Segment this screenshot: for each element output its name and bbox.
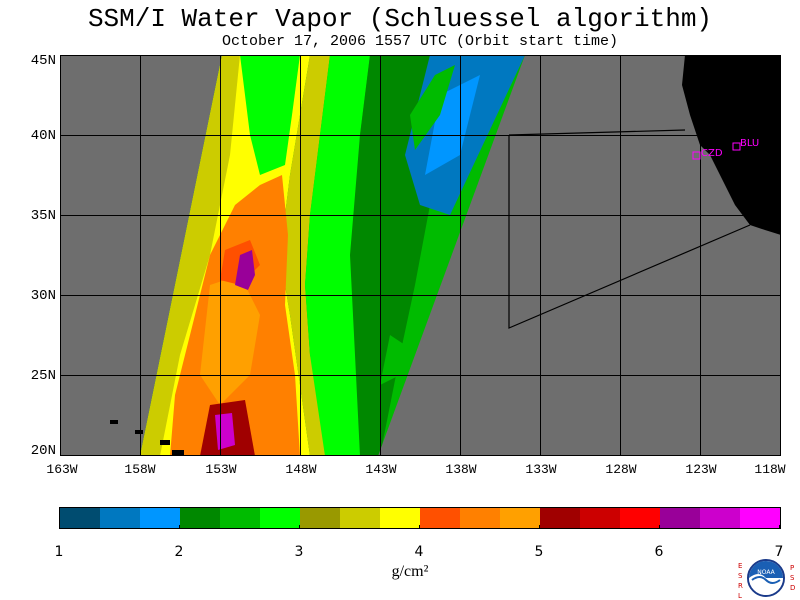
colorbar-swatch: [100, 508, 141, 528]
colorbar-swatch: [60, 508, 101, 528]
land-mass: [682, 55, 781, 235]
colorbar-tick-label: 3: [294, 544, 304, 560]
colorbar-swatch: [500, 508, 541, 528]
colorbar-swatch: [180, 508, 221, 528]
graticule: [60, 55, 781, 456]
colorbar-swatch: [340, 508, 381, 528]
island: [172, 450, 184, 456]
colorbar-swatch: [660, 508, 701, 528]
lon-label-123w: 123W: [685, 462, 717, 477]
colorbar-swatch: [260, 508, 301, 528]
island: [160, 440, 170, 445]
lon-label-138w: 138W: [445, 462, 477, 477]
svg-text:R: R: [738, 582, 743, 590]
lat-label-35n: 35N: [30, 208, 56, 224]
lon-label-128w: 128W: [605, 462, 637, 477]
colorbar-tick-label: 2: [174, 544, 184, 560]
core-magenta-south: [215, 413, 235, 450]
svg-text:S: S: [790, 574, 795, 582]
site-label-czd: CZD: [701, 148, 723, 159]
site-marker-blu: [732, 142, 741, 151]
svg-text:L: L: [738, 592, 742, 600]
colorbar-tick-label: 7: [774, 544, 784, 560]
colorbar-swatch: [460, 508, 501, 528]
core-magenta-north: [235, 250, 255, 290]
colorbar-swatch: [140, 508, 181, 528]
lon-label-158w: 158W: [124, 462, 156, 477]
colorbar-tick-label: 4: [414, 544, 424, 560]
island: [135, 430, 143, 434]
colorbar-units: g/cm²: [391, 563, 429, 580]
water-vapor-map: [60, 55, 781, 456]
lat-label-25n: 25N: [30, 368, 56, 384]
svg-text:S: S: [738, 572, 743, 580]
lon-label-133w: 133W: [525, 462, 557, 477]
band-green-north: [240, 55, 300, 175]
esrl-text: E: [738, 562, 742, 570]
lat-label-20n: 20N: [30, 443, 56, 459]
lon-label-153w: 153W: [205, 462, 237, 477]
colorbar-tick-label: 6: [654, 544, 664, 560]
lat-label-45n: 45N: [30, 53, 56, 69]
colorbar-tick-label: 5: [534, 544, 544, 560]
colorbar: [59, 507, 781, 529]
colorbar-swatch: [540, 508, 581, 528]
band-light-blue: [425, 75, 480, 175]
lat-label-30n: 30N: [30, 288, 56, 304]
lon-label-143w: 143W: [365, 462, 397, 477]
band-light-green: [305, 55, 370, 456]
colorbar-swatch: [380, 508, 421, 528]
noaa-logo-text: NOAA: [757, 569, 775, 576]
colorbar-swatch: [420, 508, 461, 528]
band-green-ne: [410, 65, 455, 150]
site-label-blu: BLU: [740, 138, 760, 149]
map-title: SSM/I Water Vapor (Schluessel algorithm): [87, 4, 713, 34]
lon-label-148w: 148W: [285, 462, 317, 477]
colorbar-swatch: [620, 508, 661, 528]
colorbar-swatch: [220, 508, 261, 528]
colorbar-swatch: [580, 508, 621, 528]
lon-label-118w: 118W: [754, 462, 786, 477]
band-mid-green: [380, 335, 405, 385]
colorbar-swatch: [700, 508, 741, 528]
band-olive-west: [140, 55, 240, 456]
site-marker-czd: [692, 151, 701, 160]
lon-label-163w: 163W: [46, 462, 78, 477]
psd-text: P: [790, 564, 794, 572]
colorbar-tick-label: 1: [54, 544, 64, 560]
band-orange-light: [200, 275, 260, 405]
svg-text:D: D: [790, 584, 795, 592]
box-outline: [508, 129, 751, 329]
lat-label-40n: 40N: [30, 128, 56, 144]
island: [110, 420, 118, 424]
noaa-logo: NOAA E S R L P S D: [738, 559, 795, 600]
colorbar-swatch: [300, 508, 341, 528]
map-subtitle: October 17, 2006 1557 UTC (Orbit start t…: [221, 33, 619, 50]
colorbar-swatch: [740, 508, 781, 528]
